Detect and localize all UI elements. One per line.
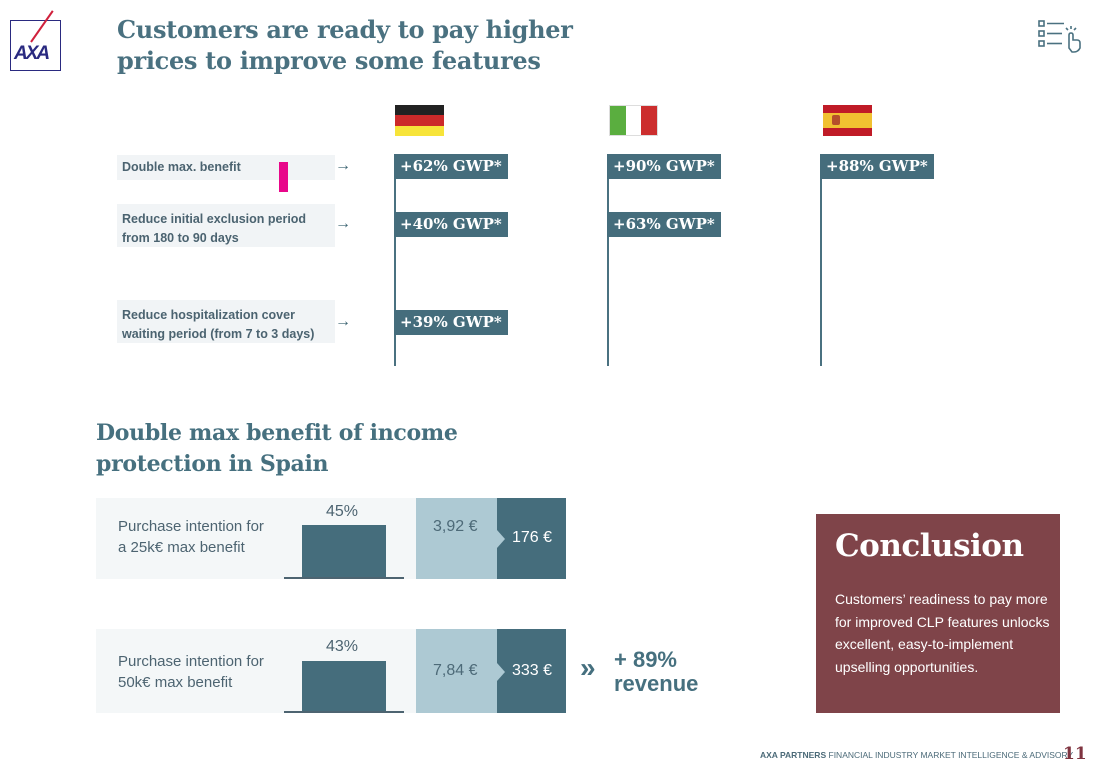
revenue-box: 333 €: [497, 629, 566, 713]
feature-label: Double max. benefit: [122, 160, 241, 174]
price-box: 3,92 €: [416, 498, 498, 579]
page-title-line1: Customers are ready to pay higher: [117, 15, 573, 44]
feature-label-line1: Reduce hospitalization cover: [122, 308, 295, 322]
section-title-line1: Double max benefit of income: [96, 420, 458, 446]
conclusion-box: Conclusion Customers’ readiness to pay m…: [816, 514, 1060, 713]
conclusion-body: Customers’ readiness to pay more for imp…: [835, 591, 1050, 675]
section-title-spain: Double max benefit of income protection …: [96, 418, 458, 480]
section-title-line2: protection in Spain: [96, 451, 329, 477]
row-label-line1: Purchase intention for: [118, 518, 264, 535]
revenue-box: 176 €: [497, 498, 566, 579]
page-number: 11: [1063, 744, 1087, 764]
feature-double-max-benefit: Double max. benefit: [117, 155, 335, 180]
list-pointer-icon[interactable]: [1036, 18, 1084, 54]
row-label-line2: 50k€ max benefit: [118, 674, 233, 691]
revenue-value: 176 €: [512, 529, 553, 546]
arrow-right-icon: →: [335, 157, 351, 174]
gwp-badge-germany-2: +40% GWP*: [394, 212, 508, 237]
chevron-notch: [497, 663, 505, 681]
price-value: 3,92 €: [433, 518, 478, 535]
purchase-pct: 43%: [326, 638, 359, 655]
bar-baseline: [284, 711, 404, 713]
arrow-right-icon: →: [335, 313, 351, 330]
conclusion-title: Conclusion: [835, 528, 1024, 564]
flag-spain-icon: [823, 105, 872, 136]
revenue-uplift: + 89% revenue: [614, 648, 698, 696]
gwp-badge-spain-1: +88% GWP*: [820, 154, 934, 179]
uplift-value: + 89%: [614, 647, 677, 672]
bar-baseline: [284, 577, 404, 579]
gwp-badge-italy-1: +90% GWP*: [607, 154, 721, 179]
feature-label-line2: waiting period (from 7 to 3 days): [122, 327, 315, 341]
purchase-pct: 45%: [326, 503, 359, 520]
purchase-row-label: Purchase intention for 50k€ max benefit: [118, 651, 264, 693]
purchase-row-label: Purchase intention for a 25k€ max benefi…: [118, 516, 264, 558]
feature-reduce-hospitalization: Reduce hospitalization cover waiting per…: [117, 300, 335, 343]
arrow-right-icon: →: [335, 215, 351, 232]
logo-text: AXA: [14, 43, 50, 64]
feature-label-line2: from 180 to 90 days: [122, 231, 239, 245]
logo-slash: [30, 10, 54, 43]
germany-column-line: [394, 154, 396, 366]
chevron-notch: [497, 530, 505, 548]
spain-column-line: [820, 154, 822, 366]
purchase-bar: [302, 661, 386, 712]
italy-column-line: [607, 154, 609, 366]
footer-tagline: FINANCIAL INDUSTRY MARKET INTELLIGENCE &…: [828, 750, 1074, 760]
gwp-badge-germany-3: +39% GWP*: [394, 310, 508, 335]
uplift-label: revenue: [614, 671, 699, 696]
row-label-line1: Purchase intention for: [118, 653, 264, 670]
flag-germany-icon: [395, 105, 444, 136]
gwp-badge-italy-2: +63% GWP*: [607, 212, 721, 237]
flag-italy-icon: [609, 105, 658, 136]
footer: AXA PARTNERS FINANCIAL INDUSTRY MARKET I…: [760, 750, 1073, 760]
page-title: Customers are ready to pay higher prices…: [117, 14, 573, 76]
purchase-bar: [302, 525, 386, 578]
revenue-value: 333 €: [512, 662, 553, 679]
row-label-line2: a 25k€ max benefit: [118, 539, 245, 556]
double-chevron-icon: »: [580, 652, 595, 683]
price-box: 7,84 €: [416, 629, 498, 713]
footer-brand: AXA PARTNERS: [760, 750, 827, 760]
feature-reduce-exclusion: Reduce initial exclusion period from 180…: [117, 204, 335, 247]
gwp-badge-germany-1: +62% GWP*: [394, 154, 508, 179]
axa-logo: AXA: [10, 10, 61, 71]
price-value: 7,84 €: [433, 662, 478, 679]
highlight-marker: [279, 162, 288, 192]
feature-label-line1: Reduce initial exclusion period: [122, 212, 307, 226]
page-title-line2: prices to improve some features: [117, 46, 541, 75]
